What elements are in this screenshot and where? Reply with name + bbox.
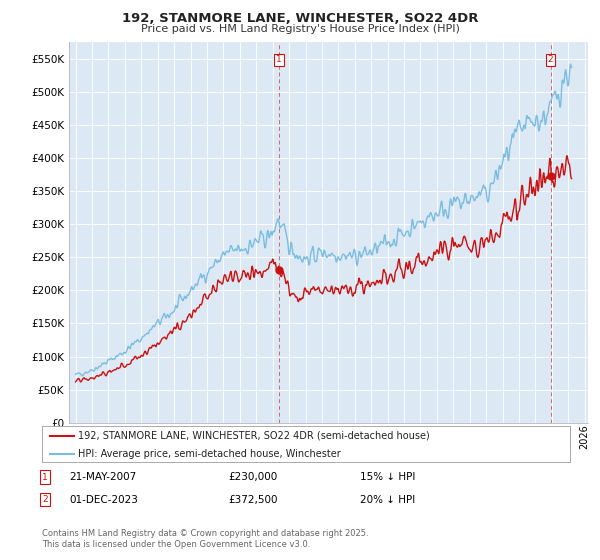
Text: 15% ↓ HPI: 15% ↓ HPI bbox=[360, 472, 415, 482]
Text: 1: 1 bbox=[42, 473, 48, 482]
Text: Price paid vs. HM Land Registry's House Price Index (HPI): Price paid vs. HM Land Registry's House … bbox=[140, 24, 460, 34]
Text: 01-DEC-2023: 01-DEC-2023 bbox=[69, 494, 138, 505]
Text: £230,000: £230,000 bbox=[228, 472, 277, 482]
Text: 2: 2 bbox=[42, 495, 48, 504]
Text: 192, STANMORE LANE, WINCHESTER, SO22 4DR: 192, STANMORE LANE, WINCHESTER, SO22 4DR bbox=[122, 12, 478, 25]
Text: £372,500: £372,500 bbox=[228, 494, 277, 505]
Text: 192, STANMORE LANE, WINCHESTER, SO22 4DR (semi-detached house): 192, STANMORE LANE, WINCHESTER, SO22 4DR… bbox=[78, 431, 430, 441]
Text: Contains HM Land Registry data © Crown copyright and database right 2025.
This d: Contains HM Land Registry data © Crown c… bbox=[42, 529, 368, 549]
Text: 21-MAY-2007: 21-MAY-2007 bbox=[69, 472, 136, 482]
Text: HPI: Average price, semi-detached house, Winchester: HPI: Average price, semi-detached house,… bbox=[78, 449, 341, 459]
Text: 1: 1 bbox=[276, 55, 282, 64]
Text: 20% ↓ HPI: 20% ↓ HPI bbox=[360, 494, 415, 505]
Text: 2: 2 bbox=[548, 55, 553, 64]
